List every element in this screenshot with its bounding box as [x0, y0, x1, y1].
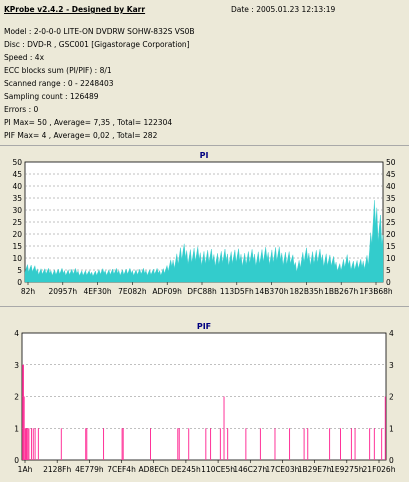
x-tick-label: 182B35h — [290, 287, 324, 296]
y-tick-label-left: 25 — [12, 218, 22, 227]
x-tick-label: 4E779h — [75, 465, 104, 474]
model-line: Model : 2-0-0-0 LITE-ON DVDRW SOHW-832S … — [4, 27, 195, 36]
x-tick-label: 14B370h — [255, 287, 289, 296]
y-tick-label-right: 50 — [386, 158, 396, 167]
x-tick-label: 4EF30h — [84, 287, 112, 296]
x-tick-label: 17CE03h — [266, 465, 300, 474]
y-tick-label-left: 15 — [12, 242, 22, 251]
y-tick-label-left: 3 — [14, 361, 19, 370]
app-title: KProbe v2.4.2 - Designed by Karr — [4, 5, 146, 14]
x-tick-label: 20957h — [48, 287, 77, 296]
x-tick-label: 21F026h — [363, 465, 396, 474]
y-tick-label-right: 0 — [386, 278, 391, 287]
x-tick-label: 7E082h — [118, 287, 147, 296]
scan-date: Date : 2005.01.23 12:13:19 — [231, 5, 336, 14]
pif-chart: PIF 0 0 1 1 2 2 3 3 4 4 1Ah 2128Fh 4E779h 7CEF4h AD8EC… — [14, 322, 395, 474]
y-tick-label-right: 2 — [389, 393, 394, 402]
y-tick-label-right: 20 — [386, 230, 396, 239]
y-tick-label-left: 0 — [17, 278, 22, 287]
pif-stats-line: PIF Max= 4 , Average= 0,02 , Total= 282 — [4, 131, 158, 140]
y-tick-label-right: 45 — [386, 170, 396, 179]
pi-plot-area: 0 0 5 5 10 10 15 15 20 20 25 25 30 30 35 35 40 40 45 45 50 50… — [12, 158, 395, 296]
x-tick-label: 146C27h — [233, 465, 267, 474]
x-tick-label: 1E9275h — [330, 465, 364, 474]
x-tick-label: 1F3B68h — [359, 287, 393, 296]
pi-stats-line: PI Max= 50 , Average= 7,35 , Total= 1223… — [4, 118, 173, 127]
x-tick-label: ADF09h — [152, 287, 182, 296]
y-tick-label-right: 1 — [389, 424, 394, 433]
x-tick-label: 1BB267h — [324, 287, 358, 296]
y-tick-label-left: 50 — [12, 158, 22, 167]
pif-plot-area: 0 0 1 1 2 2 3 3 4 4 1Ah 2128Fh 4E779h 7CEF4h AD8ECh DE2… — [14, 329, 395, 474]
x-tick-label: 1Ah — [18, 465, 33, 474]
y-tick-label-left: 20 — [12, 230, 22, 239]
y-tick-label-left: 4 — [14, 329, 19, 338]
y-tick-label-right: 30 — [386, 206, 396, 215]
y-tick-label-left: 5 — [17, 266, 22, 275]
x-tick-label: 2128Fh — [43, 465, 71, 474]
y-tick-label-left: 45 — [12, 170, 22, 179]
y-tick-label-right: 5 — [386, 266, 391, 275]
pi-chart: PI 0 0 5 5 10 10 15 15 20 20 25 25 30 30 35 35 40 40 45 45 5… — [12, 151, 395, 296]
x-tick-label: AD8ECh — [139, 465, 170, 474]
y-tick-label-right: 0 — [389, 456, 394, 465]
pif-chart-title: PIF — [197, 322, 211, 331]
x-tick-label: DE245h — [171, 465, 201, 474]
y-tick-label-right: 10 — [386, 254, 396, 263]
x-tick-label: 7CEF4h — [107, 465, 136, 474]
y-tick-label-left: 1 — [14, 424, 19, 433]
info-panel: KProbe v2.4.2 - Designed by Karr Date : … — [0, 0, 409, 143]
x-tick-label: 110CE5h — [201, 465, 235, 474]
ecc-line: ECC blocks sum (PI/PIF) : 8/1 — [4, 66, 112, 75]
pi-chart-title: PI — [200, 151, 209, 160]
x-tick-label: DFC88h — [187, 287, 217, 296]
errors-line: Errors : 0 — [4, 105, 39, 114]
y-tick-label-left: 30 — [12, 206, 22, 215]
y-tick-label-right: 3 — [389, 361, 394, 370]
divider — [0, 145, 409, 146]
disc-line: Disc : DVD-R , GSC001 [Gigastorage Corpo… — [4, 40, 190, 49]
y-tick-label-right: 15 — [386, 242, 396, 251]
y-tick-label-left: 40 — [12, 182, 22, 191]
pif-chart-panel: PIF 0 0 1 1 2 2 3 3 4 4 1Ah 2128Fh 4E779h 7CEF4h AD8EC… — [0, 307, 409, 480]
pi-chart-panel: PI 0 0 5 5 10 10 15 15 20 20 25 25 30 30 35 35 40 40 45 45 5… — [0, 146, 409, 304]
y-tick-label-right: 25 — [386, 218, 396, 227]
x-tick-label: 113D5Fh — [220, 287, 254, 296]
y-tick-label-left: 0 — [14, 456, 19, 465]
sampling-count-line: Sampling count : 126489 — [4, 92, 99, 101]
pi-series-area — [24, 200, 384, 283]
divider — [0, 306, 409, 307]
x-tick-label: 82h — [21, 287, 36, 296]
y-tick-label-left: 10 — [12, 254, 22, 263]
y-tick-label-right: 35 — [386, 194, 396, 203]
y-tick-label-left: 35 — [12, 194, 22, 203]
y-tick-label-right: 40 — [386, 182, 396, 191]
scanned-range-line: Scanned range : 0 - 2248403 — [4, 79, 114, 88]
x-tick-label: 1B29E7h — [298, 465, 332, 474]
y-tick-label-left: 2 — [14, 393, 19, 402]
y-tick-label-right: 4 — [389, 329, 394, 338]
speed-line: Speed : 4x — [4, 53, 45, 62]
